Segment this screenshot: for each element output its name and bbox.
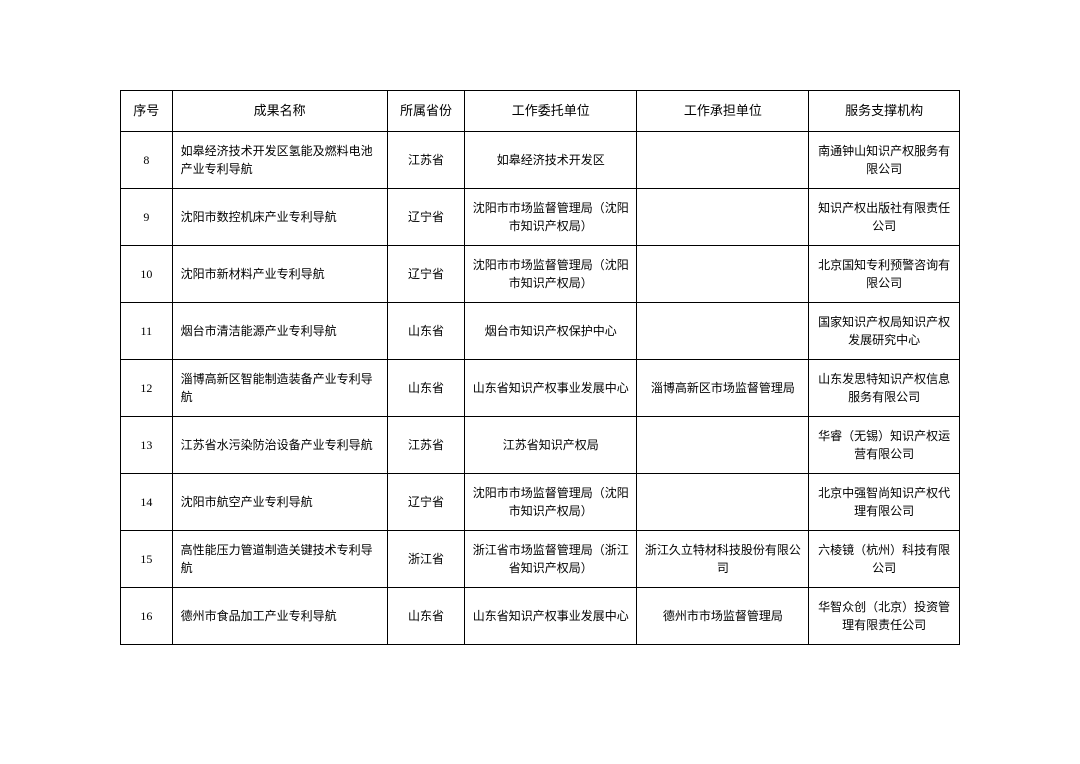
cell-name: 烟台市清洁能源产业专利导航 [172, 302, 387, 359]
cell-client: 沈阳市市场监督管理局（沈阳市知识产权局） [465, 473, 637, 530]
cell-seq: 11 [121, 302, 173, 359]
cell-client: 山东省知识产权事业发展中心 [465, 587, 637, 644]
col-header-seq: 序号 [121, 91, 173, 132]
cell-support: 南通钟山知识产权服务有限公司 [809, 131, 960, 188]
cell-support: 山东发思特知识产权信息服务有限公司 [809, 359, 960, 416]
cell-client: 沈阳市市场监督管理局（沈阳市知识产权局） [465, 188, 637, 245]
col-header-undertake: 工作承担单位 [637, 91, 809, 132]
table-row: 10沈阳市新材料产业专利导航辽宁省沈阳市市场监督管理局（沈阳市知识产权局） 北京国… [121, 245, 960, 302]
cell-seq: 8 [121, 131, 173, 188]
cell-undertake [637, 131, 809, 188]
cell-name: 沈阳市航空产业专利导航 [172, 473, 387, 530]
cell-province: 山东省 [387, 359, 464, 416]
col-header-client: 工作委托单位 [465, 91, 637, 132]
cell-support: 北京中强智尚知识产权代理有限公司 [809, 473, 960, 530]
cell-seq: 14 [121, 473, 173, 530]
table-body: 8如皋经济技术开发区氢能及燃料电池产业专利导航江苏省如皋经济技术开发区南通钟山知… [121, 131, 960, 644]
cell-client: 江苏省知识产权局 [465, 416, 637, 473]
col-header-province: 所属省份 [387, 91, 464, 132]
cell-seq: 13 [121, 416, 173, 473]
cell-support: 北京国知专利预警咨询有限公司 [809, 245, 960, 302]
table-row: 15高性能压力管道制造关键技术专利导航浙江省浙江省市场监督管理局（浙江省知识产权… [121, 530, 960, 587]
table-row: 12淄博高新区智能制造装备产业专利导航山东省山东省知识产权事业发展中心淄博高新区… [121, 359, 960, 416]
cell-undertake: 德州市市场监督管理局 [637, 587, 809, 644]
cell-province: 辽宁省 [387, 188, 464, 245]
cell-name: 江苏省水污染防治设备产业专利导航 [172, 416, 387, 473]
patent-table: 序号 成果名称 所属省份 工作委托单位 工作承担单位 服务支撑机构 8如皋经济技… [120, 90, 960, 645]
cell-support: 六棱镜（杭州）科技有限公司 [809, 530, 960, 587]
cell-undertake [637, 416, 809, 473]
cell-support: 国家知识产权局知识产权发展研究中心 [809, 302, 960, 359]
cell-seq: 10 [121, 245, 173, 302]
cell-seq: 15 [121, 530, 173, 587]
cell-province: 辽宁省 [387, 473, 464, 530]
cell-name: 德州市食品加工产业专利导航 [172, 587, 387, 644]
cell-name: 沈阳市新材料产业专利导航 [172, 245, 387, 302]
cell-undertake [637, 473, 809, 530]
cell-province: 山东省 [387, 302, 464, 359]
cell-province: 辽宁省 [387, 245, 464, 302]
cell-client: 浙江省市场监督管理局（浙江省知识产权局） [465, 530, 637, 587]
col-header-support: 服务支撑机构 [809, 91, 960, 132]
col-header-name: 成果名称 [172, 91, 387, 132]
cell-province: 浙江省 [387, 530, 464, 587]
table-row: 9沈阳市数控机床产业专利导航辽宁省沈阳市市场监督管理局（沈阳市知识产权局） 知识产… [121, 188, 960, 245]
table-row: 16德州市食品加工产业专利导航山东省山东省知识产权事业发展中心德州市市场监督管理… [121, 587, 960, 644]
cell-name: 如皋经济技术开发区氢能及燃料电池产业专利导航 [172, 131, 387, 188]
cell-undertake: 淄博高新区市场监督管理局 [637, 359, 809, 416]
cell-client: 山东省知识产权事业发展中心 [465, 359, 637, 416]
cell-support: 华睿（无锡）知识产权运营有限公司 [809, 416, 960, 473]
cell-client: 沈阳市市场监督管理局（沈阳市知识产权局） [465, 245, 637, 302]
cell-seq: 9 [121, 188, 173, 245]
cell-name: 沈阳市数控机床产业专利导航 [172, 188, 387, 245]
cell-name: 高性能压力管道制造关键技术专利导航 [172, 530, 387, 587]
cell-undertake [637, 302, 809, 359]
cell-name: 淄博高新区智能制造装备产业专利导航 [172, 359, 387, 416]
cell-seq: 16 [121, 587, 173, 644]
cell-client: 如皋经济技术开发区 [465, 131, 637, 188]
cell-undertake: 浙江久立特材科技股份有限公司 [637, 530, 809, 587]
cell-province: 江苏省 [387, 416, 464, 473]
cell-client: 烟台市知识产权保护中心 [465, 302, 637, 359]
table-row: 11烟台市清洁能源产业专利导航山东省烟台市知识产权保护中心 国家知识产权局知识产权… [121, 302, 960, 359]
cell-undertake [637, 245, 809, 302]
cell-support: 知识产权出版社有限责任公司 [809, 188, 960, 245]
cell-province: 江苏省 [387, 131, 464, 188]
table-row: 14沈阳市航空产业专利导航辽宁省沈阳市市场监督管理局（沈阳市知识产权局） 北京中强… [121, 473, 960, 530]
table-row: 13江苏省水污染防治设备产业专利导航江苏省江苏省知识产权局 华睿（无锡）知识产权运… [121, 416, 960, 473]
cell-undertake [637, 188, 809, 245]
table-header-row: 序号 成果名称 所属省份 工作委托单位 工作承担单位 服务支撑机构 [121, 91, 960, 132]
table-row: 8如皋经济技术开发区氢能及燃料电池产业专利导航江苏省如皋经济技术开发区 南通钟山知… [121, 131, 960, 188]
cell-province: 山东省 [387, 587, 464, 644]
cell-seq: 12 [121, 359, 173, 416]
cell-support: 华智众创（北京）投资管理有限责任公司 [809, 587, 960, 644]
